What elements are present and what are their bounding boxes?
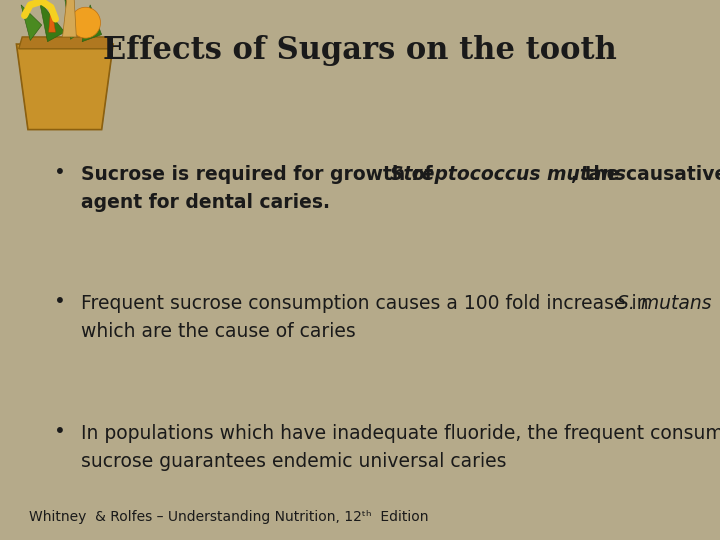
Polygon shape	[21, 5, 42, 40]
Text: agent for dental caries.: agent for dental caries.	[81, 193, 330, 212]
Text: •: •	[54, 292, 66, 311]
Circle shape	[71, 7, 101, 38]
Text: Whitney  & Rolfes – Understanding Nutrition, 12ᵗʰ  Edition: Whitney & Rolfes – Understanding Nutriti…	[29, 510, 428, 524]
Text: •: •	[54, 422, 66, 441]
Text: •: •	[54, 163, 66, 181]
Polygon shape	[40, 1, 65, 42]
Text: In populations which have inadequate fluoride, the frequent consumption of: In populations which have inadequate flu…	[81, 424, 720, 443]
Text: sucrose guarantees endemic universal caries: sucrose guarantees endemic universal car…	[81, 452, 506, 471]
Polygon shape	[65, 0, 86, 39]
Polygon shape	[63, 0, 76, 37]
Text: Frequent sucrose consumption causes a 100 fold increase in: Frequent sucrose consumption causes a 10…	[81, 294, 654, 313]
Polygon shape	[17, 44, 113, 130]
Polygon shape	[19, 37, 111, 49]
Text: , the causative: , the causative	[572, 165, 720, 184]
Text: S. mutans: S. mutans	[617, 294, 711, 313]
Polygon shape	[49, 5, 55, 32]
Polygon shape	[82, 5, 102, 42]
Text: Effects of Sugars on the tooth: Effects of Sugars on the tooth	[103, 35, 617, 66]
Text: which are the cause of caries: which are the cause of caries	[81, 322, 356, 341]
Text: Streptococcus mutans: Streptococcus mutans	[390, 165, 626, 184]
Text: Sucrose is required for growth of: Sucrose is required for growth of	[81, 165, 438, 184]
